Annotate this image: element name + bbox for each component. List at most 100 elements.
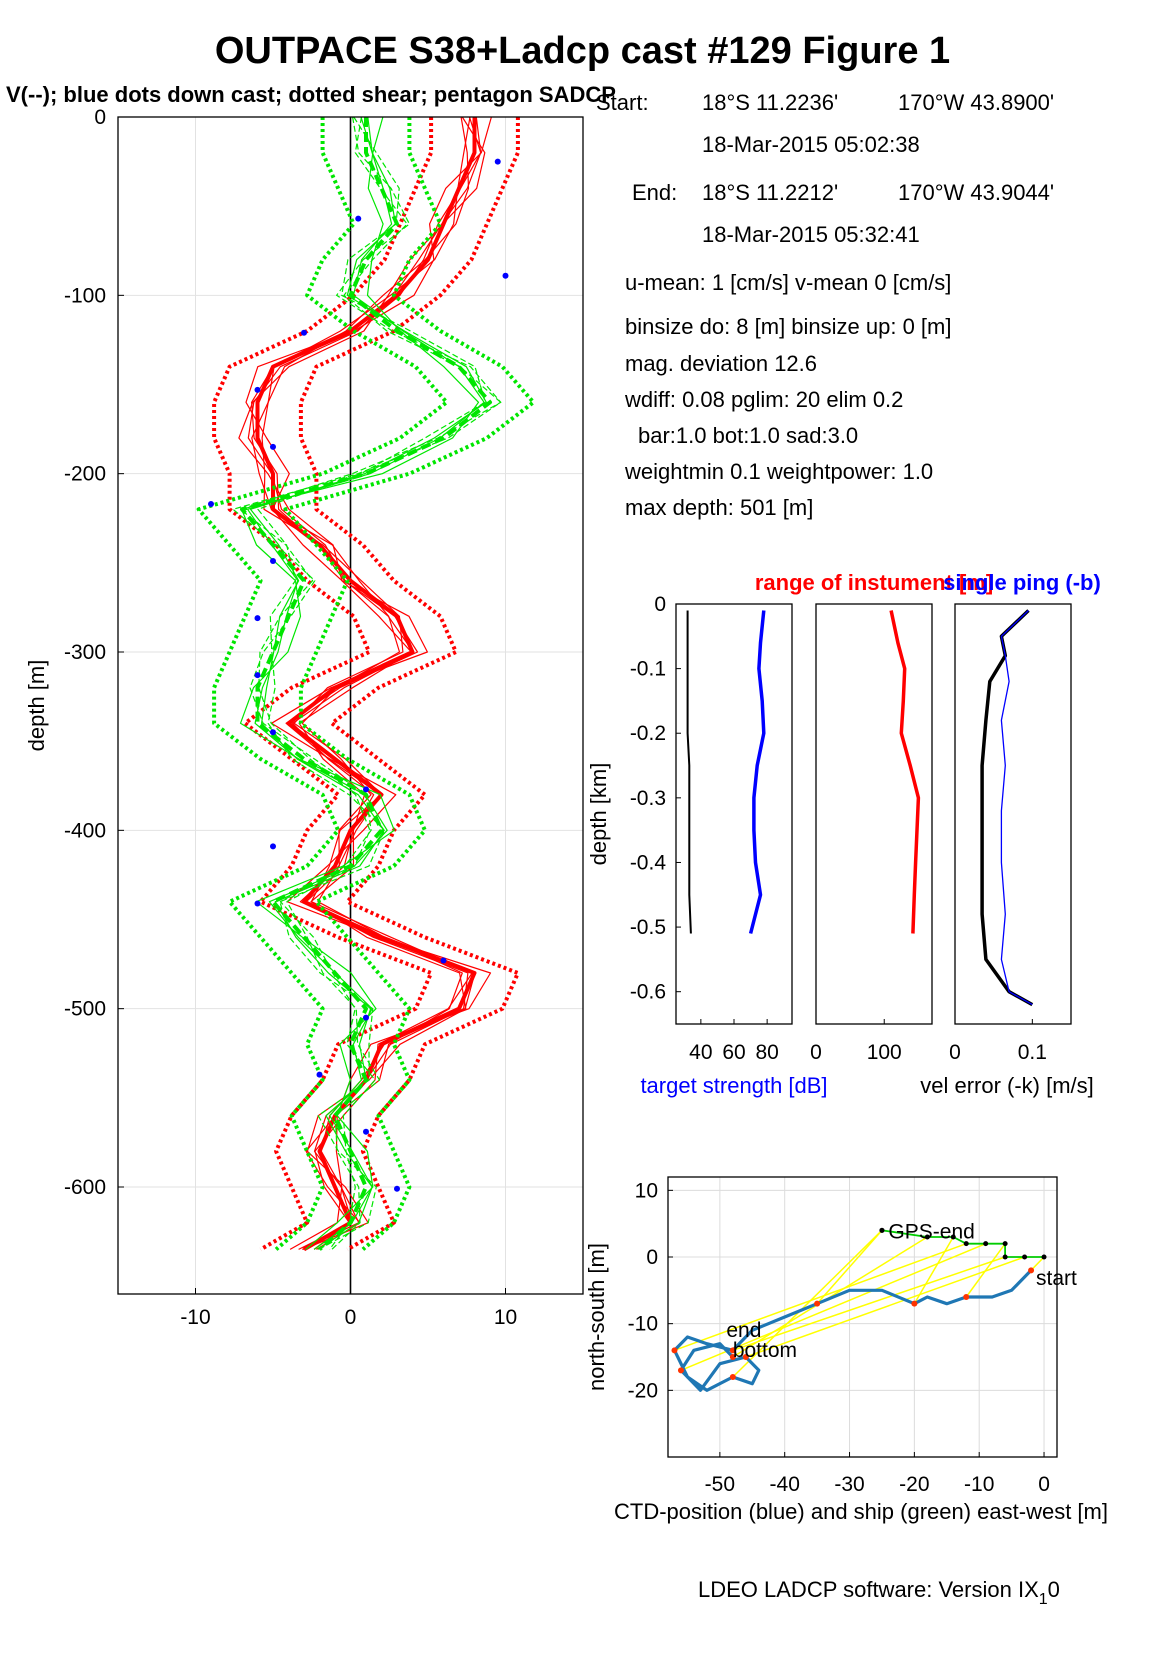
err-series-single-ping — [1000, 610, 1033, 1006]
y-tick-label: -400 — [64, 819, 106, 842]
down-cast-dot — [440, 957, 447, 964]
ts-x-tick-label: 60 — [722, 1041, 745, 1064]
down-cast-dot — [301, 329, 307, 336]
start-label: Start: — [596, 90, 649, 115]
single-ping-title: single ping (-b) — [943, 570, 1101, 595]
figure-title: OUTPACE S38+Ladcp cast #129 Figure 1 — [214, 30, 951, 72]
ctd-marker — [677, 1367, 684, 1374]
ctd-ship-link — [732, 1256, 1006, 1352]
start-lon: 170°W 43.8900' — [898, 90, 1055, 115]
ts-y-tick-label: -0.4 — [630, 851, 667, 874]
range-plot: 0 100 range of instument [m] — [755, 570, 993, 1064]
range-x-tick-label: 0 — [810, 1041, 822, 1064]
figure-subtitle: V(--); blue dots down cast; dotted shear… — [6, 82, 616, 107]
pos-x-axis-label: CTD-position (blue) and ship (green) eas… — [614, 1499, 1108, 1524]
down-cast-dot — [254, 615, 261, 622]
ts-y-tick-label: -0.3 — [630, 787, 666, 810]
series-u-profile — [251, 116, 482, 1250]
range-axes-frame — [815, 603, 933, 1025]
series-u-shear-envelope — [298, 117, 520, 1252]
end-label: End: — [632, 180, 678, 205]
annotation-start: start — [1036, 1267, 1077, 1290]
range-title: range of instument [m] — [755, 570, 993, 595]
ctd-ship-link — [745, 1256, 1025, 1358]
ship-marker — [1022, 1254, 1028, 1260]
pos-axes-frame — [667, 1176, 1058, 1458]
pos-x-tick-label: -50 — [705, 1473, 735, 1496]
down-cast-dot — [254, 672, 261, 679]
vel-error-plot: 0 0.1 single ping (-b) vel error (-k) [m/s] — [920, 570, 1101, 1098]
y-tick-label: 0 — [94, 106, 106, 129]
ts-y-tick-label: -0.5 — [630, 916, 666, 939]
err-x-axis-label: vel error (-k) [m/s] — [920, 1073, 1094, 1098]
ship-marker — [1002, 1254, 1008, 1260]
down-cast-dot — [363, 786, 369, 793]
series-v-profile — [232, 116, 502, 1250]
ship-marker — [1002, 1241, 1008, 1247]
software-text: LDEO LADCP software: Version IX — [698, 1577, 1039, 1602]
range-x-tick-label: 100 — [867, 1041, 902, 1064]
pos-x-tick-label: -40 — [770, 1473, 800, 1496]
weights-bar: bar:1.0 bot:1.0 sad:3.0 — [638, 423, 859, 448]
y-tick-label: -100 — [64, 284, 106, 307]
pos-x-tick-label: -30 — [834, 1473, 864, 1496]
down-cast-dot — [355, 215, 362, 222]
ship-marker — [983, 1241, 989, 1247]
end-lon: 170°W 43.9044' — [898, 180, 1055, 205]
wdiff-params: wdiff: 0.08 pglim: 20 elim 0.2 — [625, 387, 904, 412]
start-time: 18-Mar-2015 05:02:38 — [702, 132, 920, 157]
y-axis-label: depth [m] — [24, 660, 49, 752]
down-cast-dot — [494, 158, 501, 165]
ts-y-tick-label: -0.2 — [630, 722, 666, 745]
series-u-profile — [261, 116, 473, 1250]
target-strength-plot: 40 60 80 0 -0.1 -0.2 -0.3 -0.4 -0.5 -0.6 depth [km… — [586, 593, 828, 1098]
ctd-marker — [963, 1294, 970, 1300]
pos-y-tick-label: 0 — [646, 1246, 658, 1269]
ctd-marker — [729, 1354, 736, 1360]
ts-series-target-strength — [748, 610, 766, 934]
ctd-marker — [742, 1354, 749, 1360]
x-tick-label: -10 — [180, 1306, 210, 1329]
series-v-profile — [247, 116, 485, 1250]
annotation-end: end — [726, 1319, 761, 1342]
series-u-profile — [245, 116, 492, 1250]
ctd-ship-link — [674, 1242, 967, 1352]
range-series-range — [889, 610, 921, 934]
ctd-ship-link — [816, 1229, 883, 1305]
ship-marker — [1041, 1254, 1047, 1260]
series-v-profile — [239, 116, 480, 1250]
mean-velocity: u-mean: 1 [cm/s] v-mean 0 [cm/s] — [625, 270, 952, 295]
ctd-marker — [814, 1300, 821, 1307]
down-cast-dot — [208, 500, 214, 507]
series-u-profile — [247, 116, 482, 1250]
ts-series-ambient — [686, 610, 692, 934]
ctd-ship-link — [913, 1236, 954, 1305]
ship-marker — [879, 1227, 885, 1233]
pos-x-tick-label: -10 — [964, 1473, 994, 1496]
pos-x-tick-label: -20 — [899, 1473, 929, 1496]
ctd-marker — [671, 1347, 678, 1354]
ctd-marker — [729, 1347, 736, 1354]
down-cast-dot — [316, 1071, 323, 1078]
y-tick-label: -500 — [64, 998, 106, 1021]
ship-marker — [963, 1241, 969, 1247]
series-v-profile — [239, 116, 502, 1250]
series-v-shear-envelope — [283, 117, 536, 1251]
series-v-shear-envelope — [196, 117, 449, 1251]
down-cast-dot — [363, 1014, 369, 1021]
ts-y-tick-label: -0.1 — [630, 658, 666, 681]
ctd-marker — [729, 1374, 736, 1380]
annotation-gps-end: GPS-end — [888, 1220, 974, 1243]
ts-x-tick-label: 80 — [755, 1041, 778, 1064]
y-tick-label: -300 — [64, 641, 106, 664]
x-tick-label: 10 — [494, 1306, 517, 1329]
series-u-profile — [238, 116, 486, 1250]
series-v-profile — [249, 116, 487, 1250]
ts-x-tick-label: 40 — [689, 1041, 712, 1064]
down-cast-dot — [270, 729, 276, 736]
ctd-marker — [1028, 1267, 1035, 1274]
down-cast-dot — [270, 443, 276, 450]
ts-axes-frame — [675, 603, 793, 1025]
